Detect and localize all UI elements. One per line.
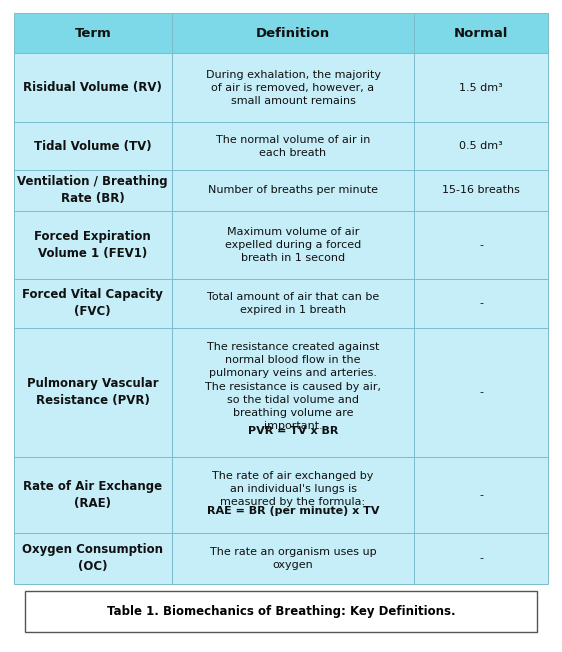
Bar (171, 533, 415, 584)
Text: Forced Expiration
Volume 1 (FEV1): Forced Expiration Volume 1 (FEV1) (34, 230, 151, 260)
Bar (14, 279, 171, 327)
Bar (171, 122, 415, 170)
Text: Pulmonary Vascular
Resistance (PVR): Pulmonary Vascular Resistance (PVR) (27, 377, 158, 407)
Text: -: - (479, 387, 483, 397)
Text: Tidal Volume (TV): Tidal Volume (TV) (34, 140, 152, 153)
Text: RAE = BR (per minute) x TV: RAE = BR (per minute) x TV (207, 507, 379, 516)
Bar (414, 122, 548, 170)
Bar (14, 53, 171, 122)
Bar (414, 211, 548, 279)
Text: Oxygen Consumption
(OC): Oxygen Consumption (OC) (22, 543, 164, 573)
Text: Total amount of air that can be
expired in 1 breath: Total amount of air that can be expired … (207, 292, 379, 315)
Bar (25, 591, 537, 632)
Bar (414, 533, 548, 584)
Text: During exhalation, the majority
of air is removed, however, a
small amount remai: During exhalation, the majority of air i… (206, 70, 380, 106)
Text: Table 1. Biomechanics of Breathing: Key Definitions.: Table 1. Biomechanics of Breathing: Key … (107, 605, 455, 618)
Bar (171, 279, 415, 327)
Text: Forced Vital Capacity
(FVC): Forced Vital Capacity (FVC) (22, 288, 163, 318)
Bar (171, 13, 415, 53)
Text: Rate of Air Exchange
(RAE): Rate of Air Exchange (RAE) (23, 480, 162, 510)
Bar (14, 327, 171, 456)
Bar (171, 327, 415, 456)
Text: Maximum volume of air
expelled during a forced
breath in 1 second: Maximum volume of air expelled during a … (225, 227, 361, 263)
Bar (171, 211, 415, 279)
Bar (14, 13, 171, 53)
Text: -: - (479, 299, 483, 308)
Text: The rate an organism uses up
oxygen: The rate an organism uses up oxygen (210, 547, 377, 570)
Bar (414, 456, 548, 533)
Text: -: - (479, 554, 483, 563)
Text: Risidual Volume (RV): Risidual Volume (RV) (24, 81, 162, 94)
Bar (171, 53, 415, 122)
Text: The rate of air exchanged by
an individual's lungs is
measured by the formula:: The rate of air exchanged by an individu… (212, 471, 374, 507)
Text: Term: Term (74, 27, 111, 40)
Bar (14, 170, 171, 211)
Bar (14, 122, 171, 170)
Text: Ventilation / Breathing
Rate (BR): Ventilation / Breathing Rate (BR) (17, 175, 168, 205)
Bar (14, 533, 171, 584)
Text: Definition: Definition (256, 27, 330, 40)
Text: The normal volume of air in
each breath: The normal volume of air in each breath (216, 134, 370, 158)
Bar (14, 211, 171, 279)
Bar (414, 53, 548, 122)
Text: 15-16 breaths: 15-16 breaths (442, 185, 520, 196)
Bar (414, 279, 548, 327)
Text: Number of breaths per minute: Number of breaths per minute (208, 185, 378, 196)
Text: -: - (479, 490, 483, 500)
Bar (171, 170, 415, 211)
Bar (414, 327, 548, 456)
Bar (171, 456, 415, 533)
Text: 1.5 dm³: 1.5 dm³ (459, 83, 503, 93)
Text: PVR = TV x BR: PVR = TV x BR (248, 426, 338, 436)
Text: -: - (479, 240, 483, 250)
Text: Normal: Normal (454, 27, 509, 40)
Bar (14, 456, 171, 533)
Text: The resistance created against
normal blood flow in the
pulmonary veins and arte: The resistance created against normal bl… (205, 342, 381, 430)
Bar (414, 13, 548, 53)
Text: 0.5 dm³: 0.5 dm³ (459, 141, 503, 151)
Bar (414, 170, 548, 211)
